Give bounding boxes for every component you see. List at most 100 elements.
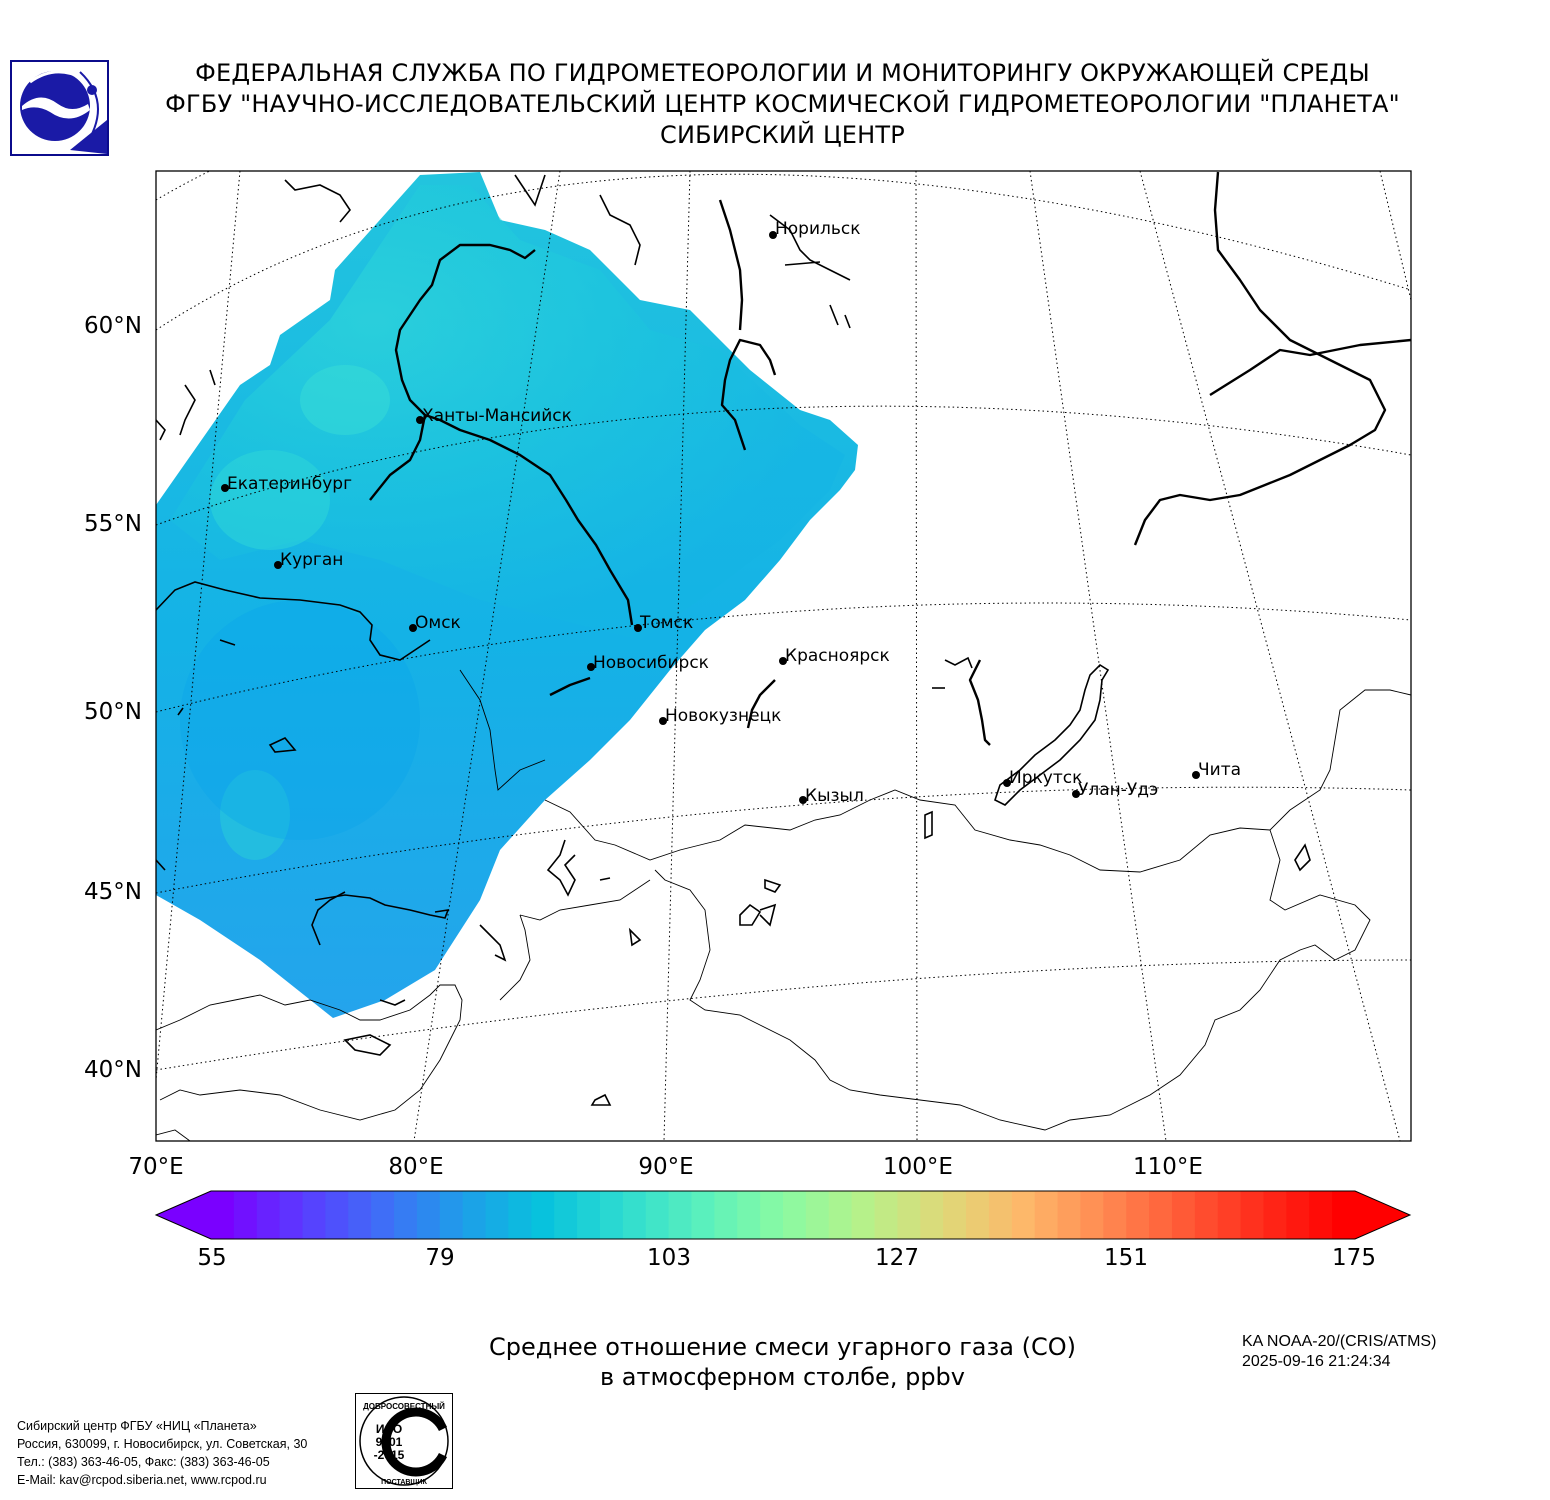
latitude-labels: 60°N 55°N 50°N 45°N 40°N — [84, 313, 142, 1083]
lon-label: 90°E — [638, 1154, 693, 1180]
colorbar-band — [1057, 1191, 1082, 1239]
latitude-lines — [156, 171, 1411, 1071]
colorbar-band — [211, 1191, 235, 1239]
lon-label: 70°E — [128, 1154, 183, 1180]
city-marker — [587, 663, 595, 671]
colorbar-band — [577, 1191, 601, 1239]
city-label: Норильск — [775, 219, 861, 239]
city-marker — [274, 561, 282, 569]
colorbar-band — [691, 1191, 715, 1239]
city-marker — [1003, 779, 1011, 787]
city-label: Иркутск — [1009, 768, 1082, 788]
city-marker — [221, 484, 229, 492]
colorbar-band — [485, 1191, 510, 1239]
city-marker — [634, 624, 642, 632]
iso-top-text: ДОБРОСОВЕСТНЫЙ — [363, 1402, 445, 1411]
caption-line-1: Среднее отношение смеси угарного газа (C… — [489, 1333, 1076, 1361]
city-label: Красноярск — [785, 646, 890, 666]
header-line-1: ФЕДЕРАЛЬНАЯ СЛУЖБА ПО ГИДРОМЕТЕОРОЛОГИИ … — [195, 59, 1370, 87]
co-low-area — [180, 600, 420, 840]
iso-line-1: ИСО — [376, 1422, 402, 1436]
colorbar-band — [966, 1191, 990, 1239]
colorbar-tick: 127 — [875, 1245, 919, 1271]
colorbar — [156, 1191, 1410, 1239]
colorbar-band — [371, 1191, 395, 1239]
org-line-2: Россия, 630099, г. Новосибирск, ул. Сове… — [17, 1437, 308, 1451]
city-marker — [409, 624, 417, 632]
org-line-3: Тел.: (383) 363-46-05, Факс: (383) 363-4… — [17, 1455, 270, 1469]
city-marker — [779, 657, 787, 665]
colorbar-band — [394, 1191, 418, 1239]
colorbar-band — [943, 1191, 967, 1239]
city-label: Курган — [280, 550, 343, 570]
colorbar-band — [439, 1191, 464, 1239]
longitude-lines — [156, 171, 1411, 1141]
colorbar-tick: 151 — [1104, 1245, 1148, 1271]
city-marker — [799, 796, 807, 804]
colorbar-band — [668, 1191, 693, 1239]
colorbar-band — [1034, 1191, 1059, 1239]
colorbar-band — [325, 1191, 349, 1239]
lon-label: 80°E — [388, 1154, 443, 1180]
colorbar-band — [920, 1191, 944, 1239]
city-marker — [416, 416, 424, 424]
co-local-max — [220, 770, 290, 860]
colorbar-band — [462, 1191, 487, 1239]
colorbar-band — [554, 1191, 578, 1239]
colorbar-tick: 175 — [1332, 1245, 1376, 1271]
city-marker — [1192, 771, 1200, 779]
borders — [156, 669, 1411, 1141]
iso-certification-badge: ДОБРОСОВЕСТНЫЙ ИСО 9001 -2015 ПОСТАВЩИК — [355, 1393, 453, 1489]
colorbar-band — [233, 1191, 258, 1239]
co-local-max — [300, 365, 390, 435]
colorbar-band — [531, 1191, 555, 1239]
colorbar-band — [988, 1191, 1013, 1239]
city-label: Омск — [415, 613, 461, 633]
colorbar-band — [256, 1191, 281, 1239]
map-caption: Среднее отношение смеси угарного газа (C… — [400, 1332, 1165, 1392]
colorbar-band — [1149, 1191, 1173, 1239]
colorbar-band — [1286, 1191, 1310, 1239]
planeta-logo — [10, 60, 109, 156]
colorbar-band — [622, 1191, 647, 1239]
city-label: Новокузнецк — [665, 706, 781, 726]
city-label: Ханты-Мансийск — [422, 406, 572, 426]
colorbar-band — [302, 1191, 326, 1239]
organization-info: Сибирский центр ФГБУ «НИЦ «Планета» Росс… — [17, 1417, 307, 1489]
lat-label: 45°N — [84, 879, 142, 905]
colorbar-band — [1080, 1191, 1104, 1239]
map-frame — [155, 170, 1412, 1142]
header-line-3: СИБИРСКИЙ ЦЕНТР — [660, 121, 905, 149]
lat-label: 60°N — [84, 313, 142, 339]
colorbar-band — [279, 1191, 304, 1239]
lat-label: 50°N — [84, 699, 142, 725]
colorbar-band — [1011, 1191, 1036, 1239]
colorbar-band — [645, 1191, 670, 1239]
colorbar-band — [805, 1191, 830, 1239]
iso-bottom-text: ПОСТАВЩИК — [381, 1479, 427, 1486]
caption-line-2: в атмосферном столбе, ppbv — [599, 1363, 965, 1391]
colorbar-band — [828, 1191, 853, 1239]
colorbar-band — [1217, 1191, 1242, 1239]
colorbar-band — [874, 1191, 898, 1239]
iso-line-2: 9001 — [376, 1435, 403, 1449]
colorbar-band — [760, 1191, 784, 1239]
colorbar-extend-low — [156, 1191, 211, 1239]
colorbar-tick: 79 — [425, 1245, 455, 1271]
longitude-labels: 70°E 80°E 90°E 100°E 110°E — [128, 1154, 1203, 1180]
colorbar-band — [783, 1191, 807, 1239]
city-label: Кызыл — [805, 786, 864, 806]
colorbar-extend-high — [1355, 1191, 1410, 1239]
colorbar-band — [416, 1191, 441, 1239]
colorbar-band — [851, 1191, 876, 1239]
colorbar-band — [1332, 1191, 1356, 1239]
rivers — [369, 171, 1411, 746]
colorbar-band — [1103, 1191, 1127, 1239]
city-label: Новосибирск — [593, 653, 709, 673]
org-line-1: Сибирский центр ФГБУ «НИЦ «Планета» — [17, 1419, 257, 1433]
colorbar-band — [1171, 1191, 1196, 1239]
colorbar-outline — [154, 1190, 1412, 1240]
satellite-datetime: 2025-09-16 21:24:34 — [1242, 1353, 1391, 1370]
co-local-max — [210, 450, 330, 550]
colorbar-band — [1194, 1191, 1219, 1239]
